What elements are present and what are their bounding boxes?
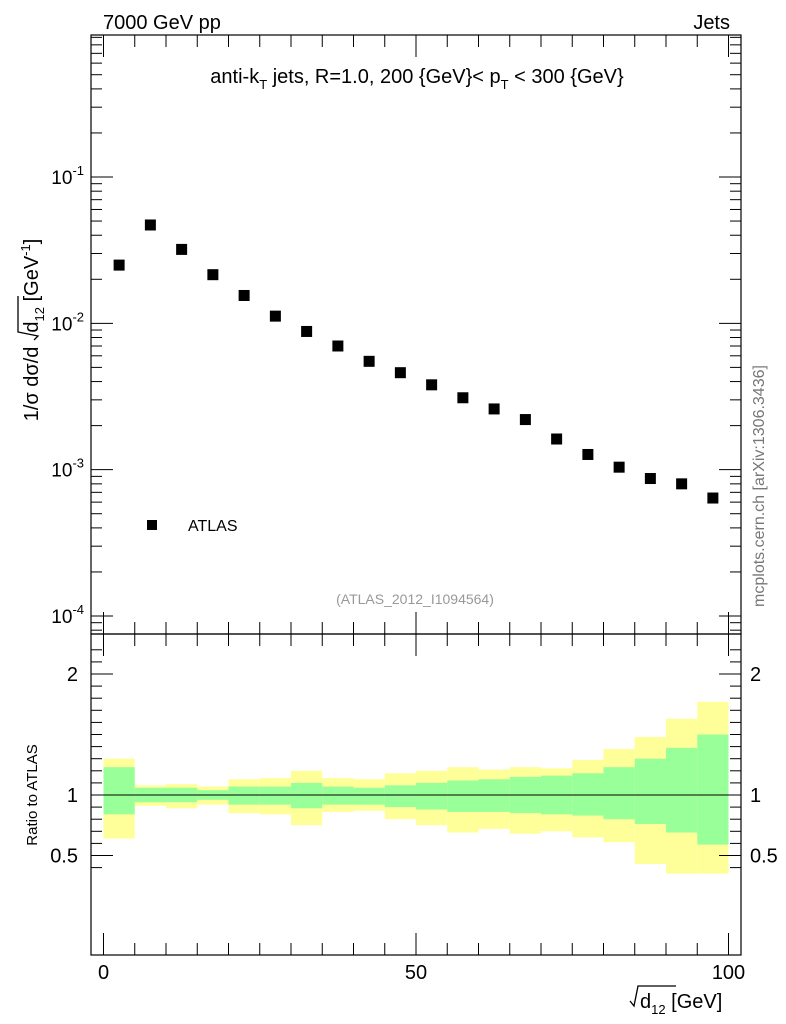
ratio-y-tick-label-right: 1 bbox=[750, 785, 761, 807]
ratio-band-bin bbox=[697, 734, 729, 845]
main-panel: 10-1 10-2 10-3 10-4 bbox=[51, 34, 742, 635]
x-tick-label: 0 bbox=[98, 962, 109, 984]
x-label-sqrt-symbol bbox=[629, 985, 676, 1008]
ratio-y-tick-label: 1 bbox=[67, 785, 78, 807]
ratio-band-bin bbox=[572, 773, 604, 816]
data-point bbox=[394, 367, 406, 379]
data-point bbox=[301, 325, 313, 337]
data-point bbox=[644, 473, 656, 485]
ratio-band-bin bbox=[478, 779, 510, 812]
x-axis-label: d12 [GeV] bbox=[629, 985, 722, 1017]
data-point bbox=[676, 478, 688, 490]
y-tick-label: 10-1 bbox=[51, 163, 84, 189]
data-point bbox=[551, 433, 563, 445]
x-tick-label: 50 bbox=[405, 962, 427, 984]
ratio-band-bin bbox=[447, 780, 479, 812]
ratio-band-bin bbox=[322, 786, 354, 805]
series-atlas bbox=[113, 219, 719, 504]
svg-text:d12 [GeV]: d12 [GeV] bbox=[640, 991, 722, 1017]
y-tick-label: 10-3 bbox=[51, 456, 84, 482]
data-point bbox=[707, 492, 719, 504]
main-frame bbox=[90, 34, 742, 635]
ratio-band-bin bbox=[353, 787, 385, 805]
data-point bbox=[144, 219, 156, 231]
header-left: 7000 GeV pp bbox=[103, 12, 221, 34]
main-y-sqrt-symbol bbox=[17, 296, 40, 341]
ratio-band-bin bbox=[259, 786, 291, 805]
data-point bbox=[113, 259, 125, 271]
side-note: mcplots.cern.ch [arXiv:1306.3436] bbox=[751, 365, 768, 607]
data-point bbox=[269, 310, 281, 322]
y-tick-label: 10-2 bbox=[51, 309, 84, 335]
main-y-label: 1/σ dσ/dd12 [GeV-1] bbox=[18, 239, 47, 422]
ratio-y-label: Ratio to ATLAS bbox=[24, 744, 41, 845]
ratio-y-tick-label: 2 bbox=[67, 664, 78, 686]
ratio-y-tick-label-right: 2 bbox=[750, 664, 761, 686]
ratio-band-bin bbox=[666, 747, 698, 833]
data-point bbox=[519, 414, 531, 426]
header-right: Jets bbox=[693, 12, 730, 34]
ratio-band-bin bbox=[603, 767, 635, 820]
analysis-id: (ATLAS_2012_I1094564) bbox=[336, 591, 494, 607]
ratio-band-bin bbox=[384, 785, 416, 808]
data-point bbox=[176, 243, 188, 255]
ratio-band-bin bbox=[416, 782, 448, 810]
ratio-y-tick-label: 0.5 bbox=[50, 846, 78, 868]
y-tick-label: 10-4 bbox=[51, 602, 84, 628]
ratio-band-bin bbox=[103, 767, 135, 815]
ratio-band-bin bbox=[228, 786, 260, 805]
data-point bbox=[363, 355, 375, 367]
main-title: anti-kT jets, R=1.0, 200 {GeV}< pT < 300… bbox=[210, 66, 624, 92]
svg-text:1/σ dσ/dd12 [GeV-1]: 1/σ dσ/dd12 [GeV-1] bbox=[18, 239, 47, 422]
ratio-band-bin bbox=[291, 782, 323, 809]
data-point bbox=[238, 289, 250, 301]
ratio-panel: 0 50 100 2 2 1 1 0.5 0.5 bbox=[50, 633, 778, 984]
legend-label: ATLAS bbox=[188, 518, 238, 535]
legend-marker bbox=[147, 520, 157, 530]
ratio-y-tick-label-right: 0.5 bbox=[750, 846, 778, 868]
ratio-band-bin bbox=[634, 758, 666, 825]
data-point bbox=[207, 269, 219, 281]
data-point bbox=[582, 448, 594, 460]
data-point bbox=[426, 379, 438, 391]
data-point bbox=[332, 340, 344, 352]
ratio-band-stat bbox=[103, 734, 729, 845]
x-tick-label: 100 bbox=[712, 962, 745, 984]
data-point bbox=[488, 403, 500, 415]
data-point bbox=[457, 392, 469, 404]
data-point bbox=[613, 461, 625, 473]
